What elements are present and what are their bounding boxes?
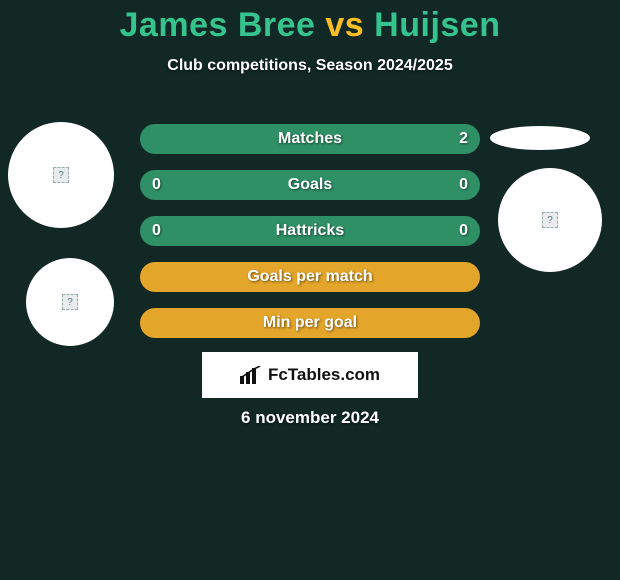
club-badge-right <box>490 126 590 150</box>
stat-left-value: 0 <box>152 222 161 240</box>
comparison-card: James Bree vs Huijsen Club competitions,… <box>0 0 620 580</box>
page-title: James Bree vs Huijsen <box>0 0 620 45</box>
stat-row-min-per-goal: Min per goal <box>140 308 480 338</box>
stat-label: Matches <box>278 130 342 148</box>
stats-table: Matches 2 0 Goals 0 0 Hattricks 0 Goals … <box>140 124 480 354</box>
broken-image-icon: ? <box>542 212 558 228</box>
broken-image-icon: ? <box>53 167 69 183</box>
stat-row-matches: Matches 2 <box>140 124 480 154</box>
brand-badge: FcTables.com <box>202 352 418 398</box>
brand-text: FcTables.com <box>268 365 380 385</box>
date-label: 6 november 2024 <box>0 408 620 428</box>
stat-row-goals: 0 Goals 0 <box>140 170 480 200</box>
stat-right-value: 0 <box>459 222 468 240</box>
subtitle: Club competitions, Season 2024/2025 <box>0 57 620 75</box>
bars-icon <box>240 366 262 384</box>
title-player1: James Bree <box>120 6 316 44</box>
avatar-left-club: ? <box>26 258 114 346</box>
stat-row-hattricks: 0 Hattricks 0 <box>140 216 480 246</box>
avatar-right-player: ? <box>498 168 602 272</box>
stat-label: Hattricks <box>276 222 344 240</box>
stat-label: Min per goal <box>263 314 357 332</box>
stat-label: Goals <box>288 176 332 194</box>
stat-left-value: 0 <box>152 176 161 194</box>
avatar-left-player: ? <box>8 122 114 228</box>
stat-row-goals-per-match: Goals per match <box>140 262 480 292</box>
title-player2: Huijsen <box>374 6 500 44</box>
stat-right-value: 2 <box>459 130 468 148</box>
title-vs: vs <box>325 6 364 44</box>
broken-image-icon: ? <box>62 294 78 310</box>
stat-right-value: 0 <box>459 176 468 194</box>
stat-label: Goals per match <box>247 268 372 286</box>
